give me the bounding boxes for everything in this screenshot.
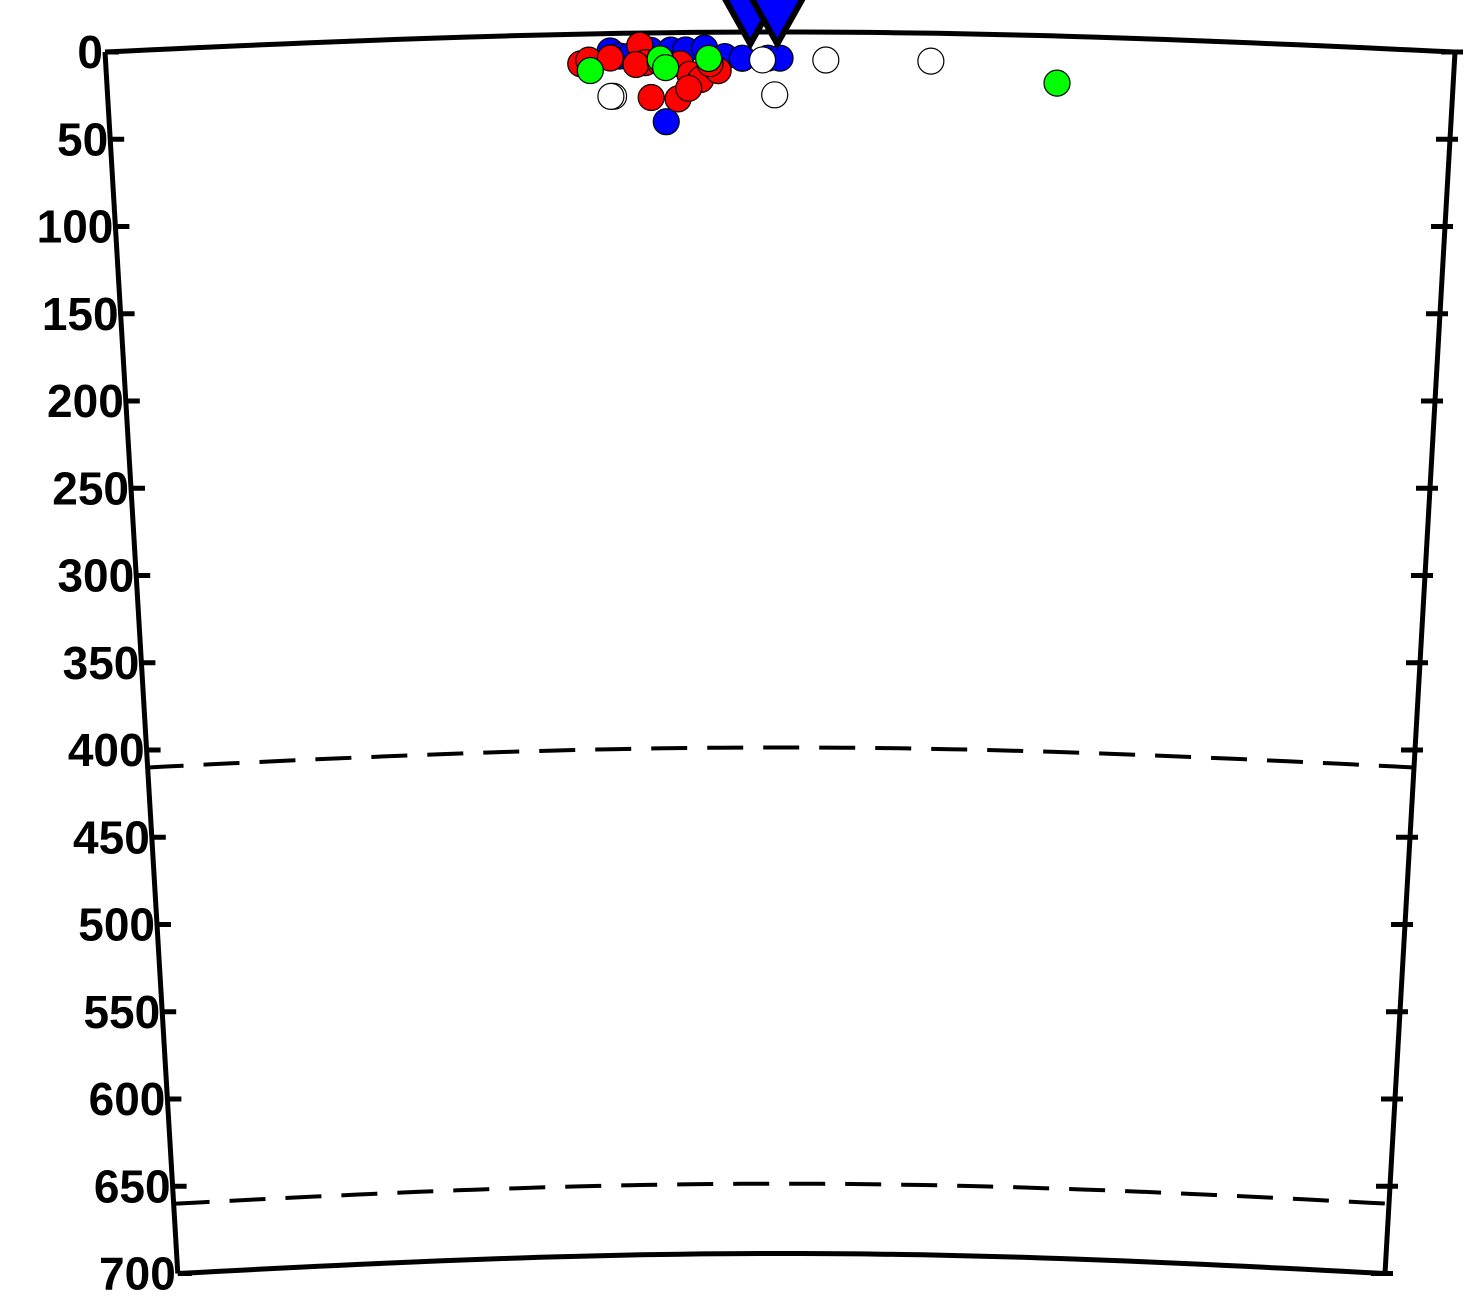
event-point: [596, 44, 624, 72]
y-tick-label: 100: [37, 201, 114, 253]
event-point: [675, 74, 703, 102]
y-tick-label: 450: [73, 811, 150, 863]
y-tick-label: 350: [63, 637, 140, 689]
y-tick-label: 650: [94, 1160, 171, 1212]
event-point: [637, 83, 665, 112]
event-point: [597, 82, 625, 110]
event-point: [652, 54, 680, 82]
bottom-boundary: [177, 1251, 1386, 1276]
event-point: [1043, 69, 1071, 97]
y-tick-label: 250: [52, 462, 129, 514]
y-tick-label: 0: [77, 26, 103, 78]
y-tick-label: 50: [57, 113, 108, 165]
y-tick-label: 400: [68, 724, 145, 776]
event-point: [652, 108, 680, 136]
station-triangle: [749, 0, 806, 51]
event-point: [576, 56, 604, 85]
y-tick-label: 500: [78, 899, 155, 951]
event-point: [761, 81, 789, 109]
event-point: [917, 47, 945, 75]
y-tick-label: 150: [42, 288, 119, 340]
depth-410-line: [147, 745, 1415, 770]
event-point: [622, 50, 650, 79]
y-tick-label: 550: [83, 986, 160, 1038]
y-tick-label: 600: [89, 1073, 166, 1125]
event-point: [748, 46, 777, 74]
depth-660-line: [173, 1181, 1390, 1206]
y-tick-label: 700: [99, 1248, 176, 1299]
y-tick-label: 300: [57, 550, 134, 602]
event-point: [812, 46, 840, 74]
y-tick-label: 200: [47, 375, 124, 427]
event-point: [695, 44, 723, 73]
